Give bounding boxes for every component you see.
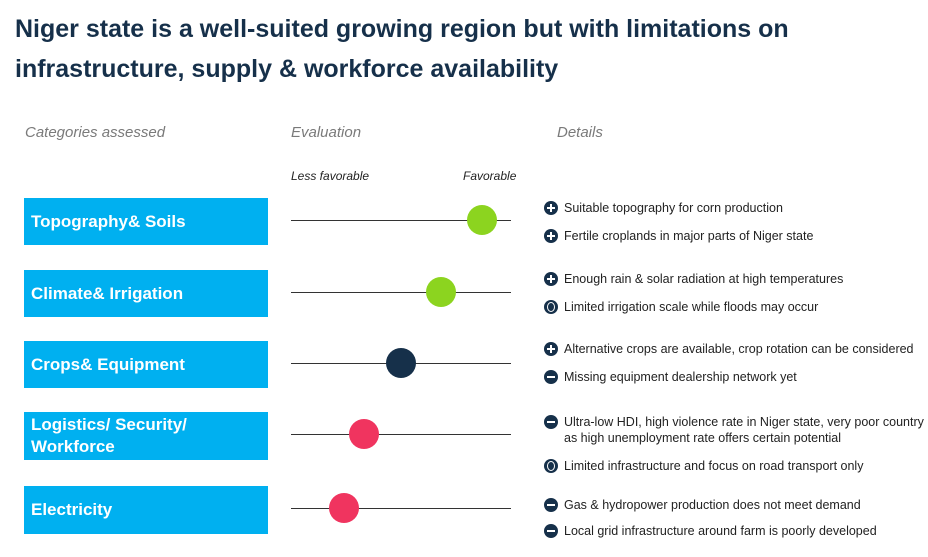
scale-favorable-label: Favorable [463, 169, 517, 183]
evaluation-marker [348, 419, 379, 449]
minus-icon [544, 370, 558, 384]
page-title: Niger state is a well-suited growing reg… [15, 15, 789, 83]
detail-text: Enough rain & solar radiation at high te… [564, 272, 844, 286]
evaluation-track [291, 508, 511, 509]
evaluation-marker [386, 348, 416, 378]
detail-item: Alternative crops are available, crop ro… [544, 341, 924, 357]
detail-item: Limited irrigation scale while floods ma… [544, 299, 924, 315]
minus-icon [544, 498, 558, 512]
evaluation-marker [467, 205, 498, 235]
plus-icon [544, 229, 558, 243]
neutral-icon [544, 459, 558, 473]
scale-less-favorable-label: Less favorable [291, 169, 370, 183]
detail-item: Limited infrastructure and focus on road… [544, 458, 924, 474]
detail-text: Fertile croplands in major parts of Nige… [564, 229, 814, 243]
detail-item: Ultra-low HDI, high violence rate in Nig… [544, 414, 924, 446]
plus-icon [544, 201, 558, 215]
evaluation-track [291, 292, 511, 293]
neutral-icon [544, 300, 558, 314]
details-header: Details [557, 124, 603, 141]
detail-text: Missing equipment dealership network yet [564, 370, 797, 384]
minus-icon [544, 415, 558, 429]
detail-item: Gas & hydropower production does not mee… [544, 497, 924, 513]
detail-text: Local grid infrastructure around farm is… [564, 524, 877, 538]
evaluation-track [291, 434, 511, 435]
category-box: Electricity [24, 486, 268, 534]
category-box: Climate& Irrigation [24, 270, 268, 317]
detail-text: Limited infrastructure and focus on road… [564, 459, 864, 473]
category-box: Crops& Equipment [24, 341, 268, 388]
detail-item: Enough rain & solar radiation at high te… [544, 271, 924, 287]
detail-text: Gas & hydropower production does not mee… [564, 498, 861, 512]
evaluation-marker [425, 277, 456, 307]
detail-item: Fertile croplands in major parts of Nige… [544, 228, 924, 244]
evaluation-header: Evaluation [291, 124, 362, 141]
category-box: Logistics/ Security/ Workforce [24, 412, 268, 460]
plus-icon [544, 272, 558, 286]
detail-item: Missing equipment dealership network yet [544, 369, 924, 385]
detail-text: Suitable topography for corn production [564, 201, 783, 215]
detail-text: Ultra-low HDI, high violence rate in Nig… [564, 415, 924, 445]
category-box: Topography& Soils [24, 198, 268, 245]
detail-text: Limited irrigation scale while floods ma… [564, 300, 819, 314]
detail-item: Suitable topography for corn production [544, 200, 924, 216]
evaluation-marker [328, 493, 359, 523]
evaluation-track [291, 220, 511, 221]
categories-header: Categories assessed [25, 124, 166, 141]
plus-icon [544, 342, 558, 356]
detail-text: Alternative crops are available, crop ro… [564, 342, 914, 356]
minus-icon [544, 524, 558, 538]
detail-item: Local grid infrastructure around farm is… [544, 523, 924, 539]
